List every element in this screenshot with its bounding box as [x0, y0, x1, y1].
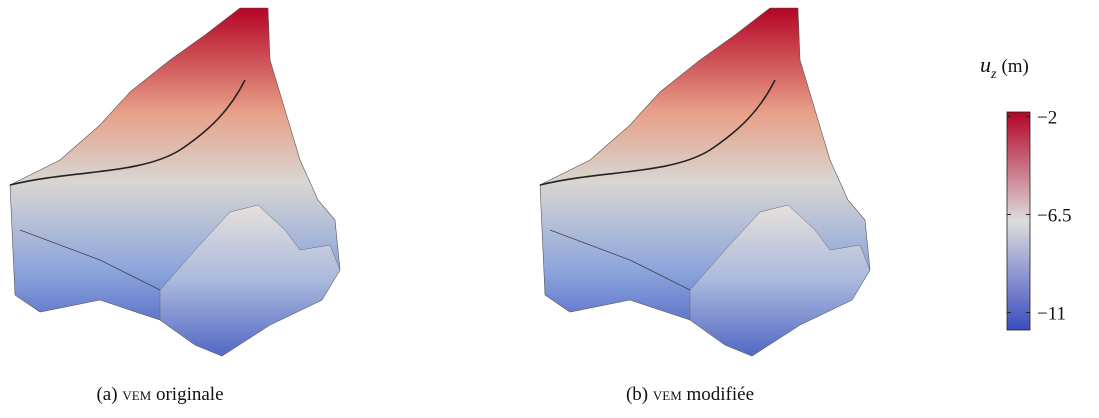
tick-label: −11	[1037, 304, 1066, 325]
model-render-a	[9, 7, 341, 357]
tick-label: −6.5	[1037, 205, 1071, 226]
colorbar-label: uz (m)	[980, 52, 1029, 82]
caption-a: (a) vem originale	[96, 384, 223, 405]
tick-label: −2	[1037, 107, 1057, 128]
model-render-b	[539, 7, 871, 357]
caption-b: (b) vem modifiée	[626, 384, 754, 405]
colorbar	[1006, 111, 1031, 331]
